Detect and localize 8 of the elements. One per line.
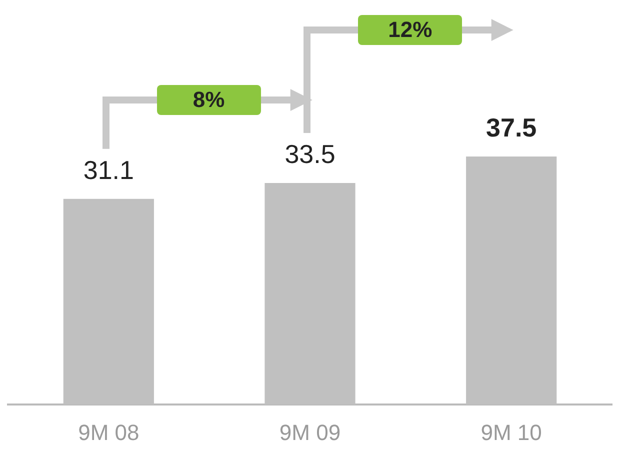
x-tick-label: 9M 09 [279,420,341,445]
data-label: 33.5 [284,139,336,170]
x-tick-label: 9M 10 [480,420,542,445]
data-label: 31.1 [83,155,134,186]
x-tick-label: 9M 08 [78,420,140,445]
rounded-label: 12% [358,15,462,45]
rounded-label: 8% [156,85,261,115]
data-label: 37.5 [486,112,537,143]
